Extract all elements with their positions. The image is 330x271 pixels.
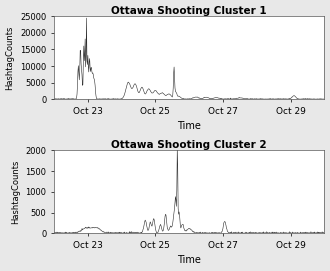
X-axis label: Time: Time [177, 121, 201, 131]
Y-axis label: HashtagCounts: HashtagCounts [6, 25, 15, 90]
Y-axis label: HashtagCounts: HashtagCounts [11, 160, 20, 224]
Title: Ottawa Shooting Cluster 2: Ottawa Shooting Cluster 2 [112, 140, 267, 150]
X-axis label: Time: Time [177, 256, 201, 265]
Title: Ottawa Shooting Cluster 1: Ottawa Shooting Cluster 1 [112, 6, 267, 15]
